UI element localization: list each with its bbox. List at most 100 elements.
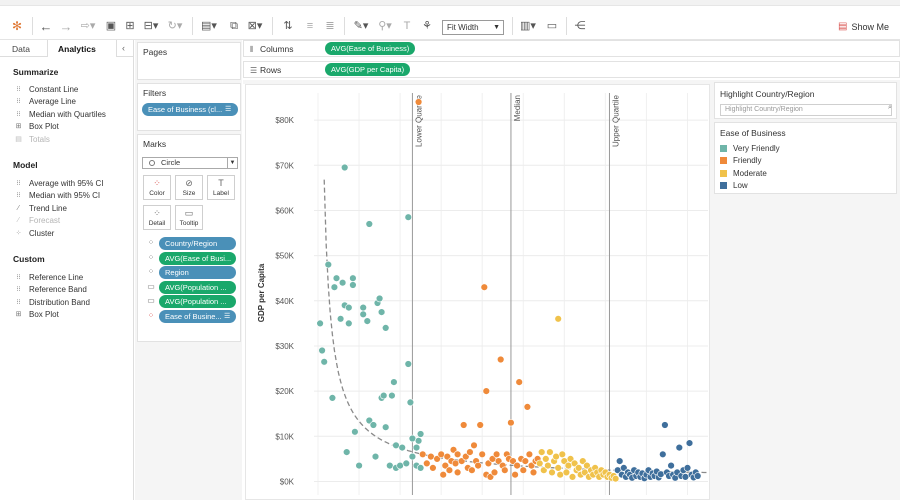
mark-field-avg-ease[interactable]: AVG(Ease of Busi...: [159, 252, 236, 265]
tab-analytics[interactable]: Analytics: [58, 44, 96, 54]
duplicate-sheet-icon[interactable]: ⧉: [230, 19, 238, 32]
mark-field-ease-of-business[interactable]: Ease of Busine...: [159, 310, 236, 323]
refresh-icon[interactable]: ↻▾: [167, 19, 183, 32]
columns-shelf[interactable]: ⦀ Columns AVG(Ease of Business): [243, 40, 900, 57]
mark-type-select[interactable]: Circle ▼: [142, 157, 238, 169]
analytics-item-cluster[interactable]: ⁘ Cluster: [14, 228, 55, 239]
swap-axes-icon[interactable]: ⇅: [283, 19, 293, 32]
fit-mode-select[interactable]: Fit Width ▼: [442, 20, 504, 35]
datasource-menu-icon[interactable]: ⊟▾: [143, 19, 159, 32]
highlight-icon[interactable]: ✎▾: [353, 19, 369, 32]
filter-pill[interactable]: Ease of Business (cl...: [142, 103, 238, 116]
redo-icon[interactable]: →: [59, 18, 73, 34]
rows-icon: ☰: [250, 66, 258, 75]
legend-item-moderate[interactable]: Moderate: [720, 169, 767, 178]
scatter-point: [694, 472, 702, 480]
legend-title: Ease of Business: [720, 128, 786, 138]
scatter-point: [683, 464, 692, 472]
rows-pill[interactable]: AVG(GDP per Capita): [325, 63, 411, 76]
color-button[interactable]: ⁘ Color: [143, 175, 171, 200]
y-tick-label: $60K: [275, 206, 294, 215]
clear-sheet-icon[interactable]: ⊠▾: [247, 19, 263, 32]
scatter-point: [611, 475, 620, 483]
scatter-point: [408, 452, 417, 461]
pages-card[interactable]: Pages: [137, 42, 241, 80]
legend-item-low[interactable]: Low: [720, 181, 748, 190]
scatter-point: [382, 324, 390, 332]
mark-field-label: AVG(Ease of Busi...: [165, 254, 232, 263]
mark-field-avg-population-2[interactable]: AVG(Population ...: [159, 295, 236, 308]
mark-field-avg-population-1[interactable]: AVG(Population ...: [159, 281, 236, 294]
scatter-point: [540, 466, 548, 474]
new-datasource-icon[interactable]: ⊞: [125, 19, 135, 32]
scatter-point: [408, 434, 417, 443]
tooltip-button-label: Tooltip: [179, 220, 199, 227]
scatter-point: [390, 378, 398, 386]
analytics-item-box-plot[interactable]: ⊞ Box Plot: [14, 121, 59, 132]
mark-field-country-region[interactable]: Country/Region: [159, 237, 236, 250]
marks-card-title: Marks: [143, 139, 167, 149]
size-button[interactable]: ⊘ Size: [175, 175, 203, 200]
analytics-item-reference-band[interactable]: ⁝⁝ Reference Band: [14, 284, 87, 295]
analytics-item-reference-line[interactable]: ⁝⁝ Reference Line: [14, 272, 83, 283]
analytics-item-custom-box-plot[interactable]: ⊞ Box Plot: [14, 309, 59, 320]
legend-item-very-friendly[interactable]: Very Friendly: [720, 144, 780, 153]
y-tick-label: $30K: [275, 342, 294, 351]
scatter-point: [542, 455, 550, 463]
scatter-point: [548, 468, 556, 477]
highlight-country-input[interactable]: Highlight Country/Region: [720, 104, 892, 116]
analytics-item-distribution-band[interactable]: ⁝⁝ Distribution Band: [14, 297, 90, 308]
scatter-point: [359, 303, 367, 312]
share-icon[interactable]: ⋲: [574, 19, 586, 32]
mark-field-region[interactable]: Region: [159, 266, 236, 279]
analytics-item-average-ci[interactable]: ⁝⁝ Average with 95% CI: [14, 178, 103, 189]
new-worksheet-icon[interactable]: ▤▾: [201, 19, 217, 32]
show-cards-icon[interactable]: ▥▾: [520, 19, 536, 32]
analytics-item-average-line[interactable]: ⁝⁝ Average Line: [14, 96, 76, 107]
size-icon: ⊘: [185, 178, 193, 188]
scatter-point: [363, 317, 372, 325]
scatter-chart[interactable]: $0K $10K $20K $30K $40K $50K $60K $70K $80K GDP p…: [246, 85, 711, 500]
scatter-point: [406, 398, 415, 407]
analytics-item-trend-line[interactable]: ⁄ Trend Line: [14, 203, 67, 214]
group-members-icon[interactable]: ⚲▾: [378, 19, 392, 32]
label-icon: T: [218, 178, 224, 188]
analytics-item-constant-line[interactable]: ⁝⁝ Constant Line: [14, 84, 78, 95]
fix-axes-icon[interactable]: ⚘: [422, 19, 432, 32]
detail-button[interactable]: ⁘ Detail: [143, 205, 171, 230]
replay-icon[interactable]: ⇨▾: [80, 19, 96, 32]
show-labels-icon[interactable]: T: [403, 19, 411, 32]
presentation-mode-icon[interactable]: ▭: [546, 19, 558, 32]
columns-pill[interactable]: AVG(Ease of Business): [325, 42, 416, 55]
scatter-point: [445, 466, 454, 474]
analytics-item-median-quartiles[interactable]: ⁝⁝ Median with Quartiles: [14, 109, 106, 120]
distribution-band-icon: ⁝⁝: [16, 299, 21, 306]
collapse-pane-icon[interactable]: ‹: [122, 43, 125, 53]
scatter-point: [328, 394, 337, 402]
scatter-point: [558, 450, 566, 458]
analytics-item-label: Distribution Band: [29, 298, 90, 307]
label-button[interactable]: T Label: [207, 175, 235, 200]
analytics-item-label: Forecast: [29, 216, 61, 225]
tooltip-button[interactable]: ▭ Tooltip: [175, 205, 203, 230]
sort-ascending-icon[interactable]: ≡: [306, 19, 314, 32]
scatter-point: [336, 315, 345, 323]
undo-icon[interactable]: ←: [39, 18, 53, 34]
box-plot-icon: ⊞: [15, 311, 22, 318]
scatter-point: [523, 403, 532, 411]
rows-shelf[interactable]: ☰ Rows AVG(GDP per Capita): [243, 61, 900, 78]
tab-data[interactable]: Data: [12, 44, 30, 54]
mark-type-value: Circle: [161, 158, 181, 167]
analytics-item-median-ci[interactable]: ⁝⁝ Median with 95% CI: [14, 190, 100, 201]
filter-list-icon: ☰: [225, 106, 232, 113]
filters-card[interactable]: Filters Ease of Business (cl... ☰: [137, 83, 241, 131]
scatter-point: [386, 461, 394, 470]
scatter-point: [351, 428, 359, 436]
legend-item-friendly[interactable]: Friendly: [720, 156, 761, 165]
scatter-point: [332, 274, 341, 282]
sort-descending-icon[interactable]: ≣: [325, 19, 335, 32]
pane-tabs: Data Analytics ‹: [0, 40, 134, 57]
show-me-button[interactable]: ▤ Show Me: [838, 21, 889, 32]
save-icon[interactable]: ▣: [105, 19, 117, 32]
y-axis-label: GDP per Capita: [257, 263, 266, 322]
